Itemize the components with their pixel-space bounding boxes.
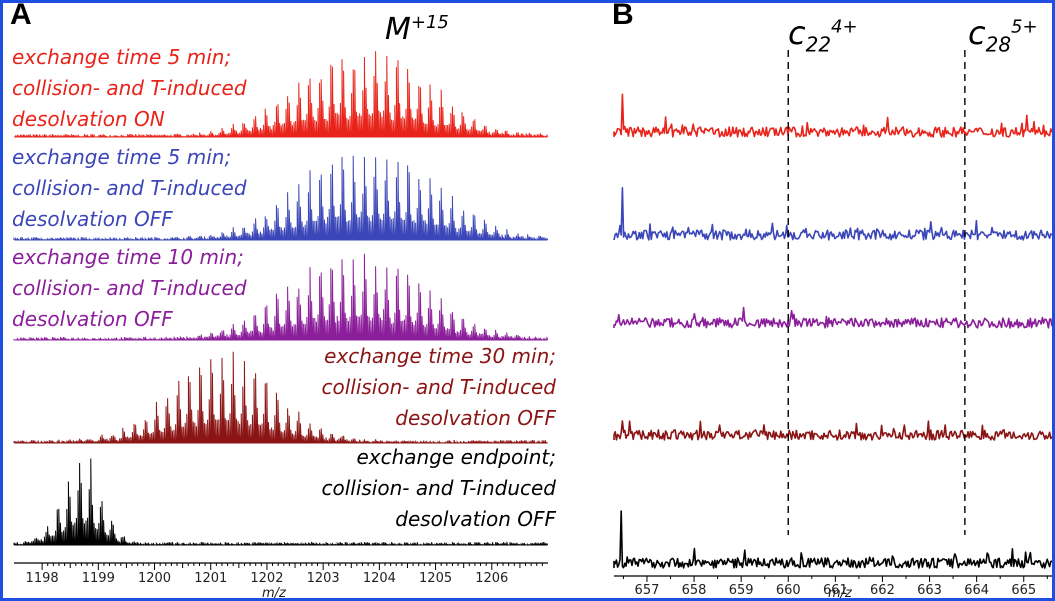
trace-label-line: exchange time 5 min;	[12, 145, 232, 169]
panel-a-peak-label: M+15	[385, 12, 449, 47]
trace-label-line: collision- and T-induced	[321, 476, 556, 500]
trace-label-line: collision- and T-induced	[12, 176, 247, 200]
ion-c28-base: c	[968, 14, 986, 52]
panel-a-tick-label: 1200	[138, 571, 171, 586]
panel-b-trace-1	[613, 93, 1053, 138]
panel-b-trace-2	[613, 187, 1053, 241]
panel-b-tick-label: 661	[823, 583, 848, 598]
trace-label-line: exchange endpoint;	[356, 445, 556, 469]
trace-label-line: desolvation ON	[12, 107, 165, 131]
trace-label-line: desolvation OFF	[395, 406, 556, 430]
panel-b-tick-label: 665	[1011, 583, 1036, 598]
panel-a-tick-label: 1206	[475, 571, 508, 586]
panel-a-letter: A	[10, 0, 32, 31]
panel-a-xlabel: m/z	[262, 586, 286, 601]
panel-a-spectra: 1198 1199 1200 1201 1202 1203 1204 1205 1206	[13, 51, 549, 586]
panel-b: B c224+ c285+ 657 658 659 660 661 662 663 664 66…	[600, 0, 1055, 601]
ion-c22-sup: 4+	[831, 16, 858, 38]
panel-a-tick-label: 1205	[419, 571, 452, 586]
panel-b-tick-label: 662	[870, 583, 895, 598]
ion-c22-sub: 22	[805, 32, 832, 57]
panel-b-trace-4	[613, 420, 1053, 441]
panel-b-xlabel: m/z	[828, 586, 852, 601]
ion-c22-base: c	[788, 14, 806, 52]
ion-c28-sup: 5+	[1011, 16, 1038, 38]
trace-label-line: desolvation OFF	[12, 207, 173, 231]
ion-label-c22: c224+	[788, 14, 858, 56]
trace-label-line: collision- and T-induced	[12, 276, 247, 300]
trace-label-line: exchange time 10 min;	[12, 245, 244, 269]
panel-a-tick-label: 1203	[307, 571, 340, 586]
panel-b-letter: B	[612, 0, 634, 31]
panel-b-spectra: 657 658 659 660 661 662 663 664 665	[613, 50, 1053, 598]
panel-b-tick-label: 660	[776, 583, 801, 598]
panel-b-tick-label: 657	[635, 583, 660, 598]
trace-label-line: collision- and T-induced	[321, 375, 556, 399]
panel-a-tick-label: 1202	[250, 571, 283, 586]
trace-label-line: collision- and T-induced	[12, 76, 247, 100]
panel-a-tick-label: 1204	[363, 571, 396, 586]
panel-a-trace-1	[14, 51, 549, 138]
panel-b-trace-5	[613, 510, 1053, 569]
panel-b-tick-label: 664	[964, 583, 989, 598]
panel-a: A M+15 1198 1199 1200 1201 1202 1203 1204 1205 1…	[10, 0, 556, 601]
panel-a-tick-label: 1201	[194, 571, 227, 586]
trace-label-line: exchange time 30 min;	[324, 344, 556, 368]
trace-label-line: desolvation OFF	[395, 507, 556, 531]
panel-a-trace-2	[13, 155, 549, 241]
trace-label-line: exchange time 5 min;	[12, 45, 232, 69]
peak-label-main: M	[385, 12, 411, 47]
panel-b-tick-label: 658	[682, 583, 707, 598]
panel-b-trace-3	[613, 306, 1053, 329]
panel-a-tick-label: 1199	[82, 571, 115, 586]
panel-a-trace-5	[13, 458, 549, 546]
panel-b-tick-label: 659	[729, 583, 754, 598]
panel-a-tick-label: 1198	[26, 571, 59, 586]
trace-label-line: desolvation OFF	[12, 307, 173, 331]
panel-a-trace-3	[13, 253, 549, 341]
ion-c28-sub: 28	[985, 32, 1012, 57]
panel-a-trace-4	[13, 351, 548, 444]
peak-label-sup: +15	[410, 12, 449, 33]
ion-label-c28: c285+	[968, 14, 1038, 56]
panel-b-tick-label: 663	[917, 583, 942, 598]
